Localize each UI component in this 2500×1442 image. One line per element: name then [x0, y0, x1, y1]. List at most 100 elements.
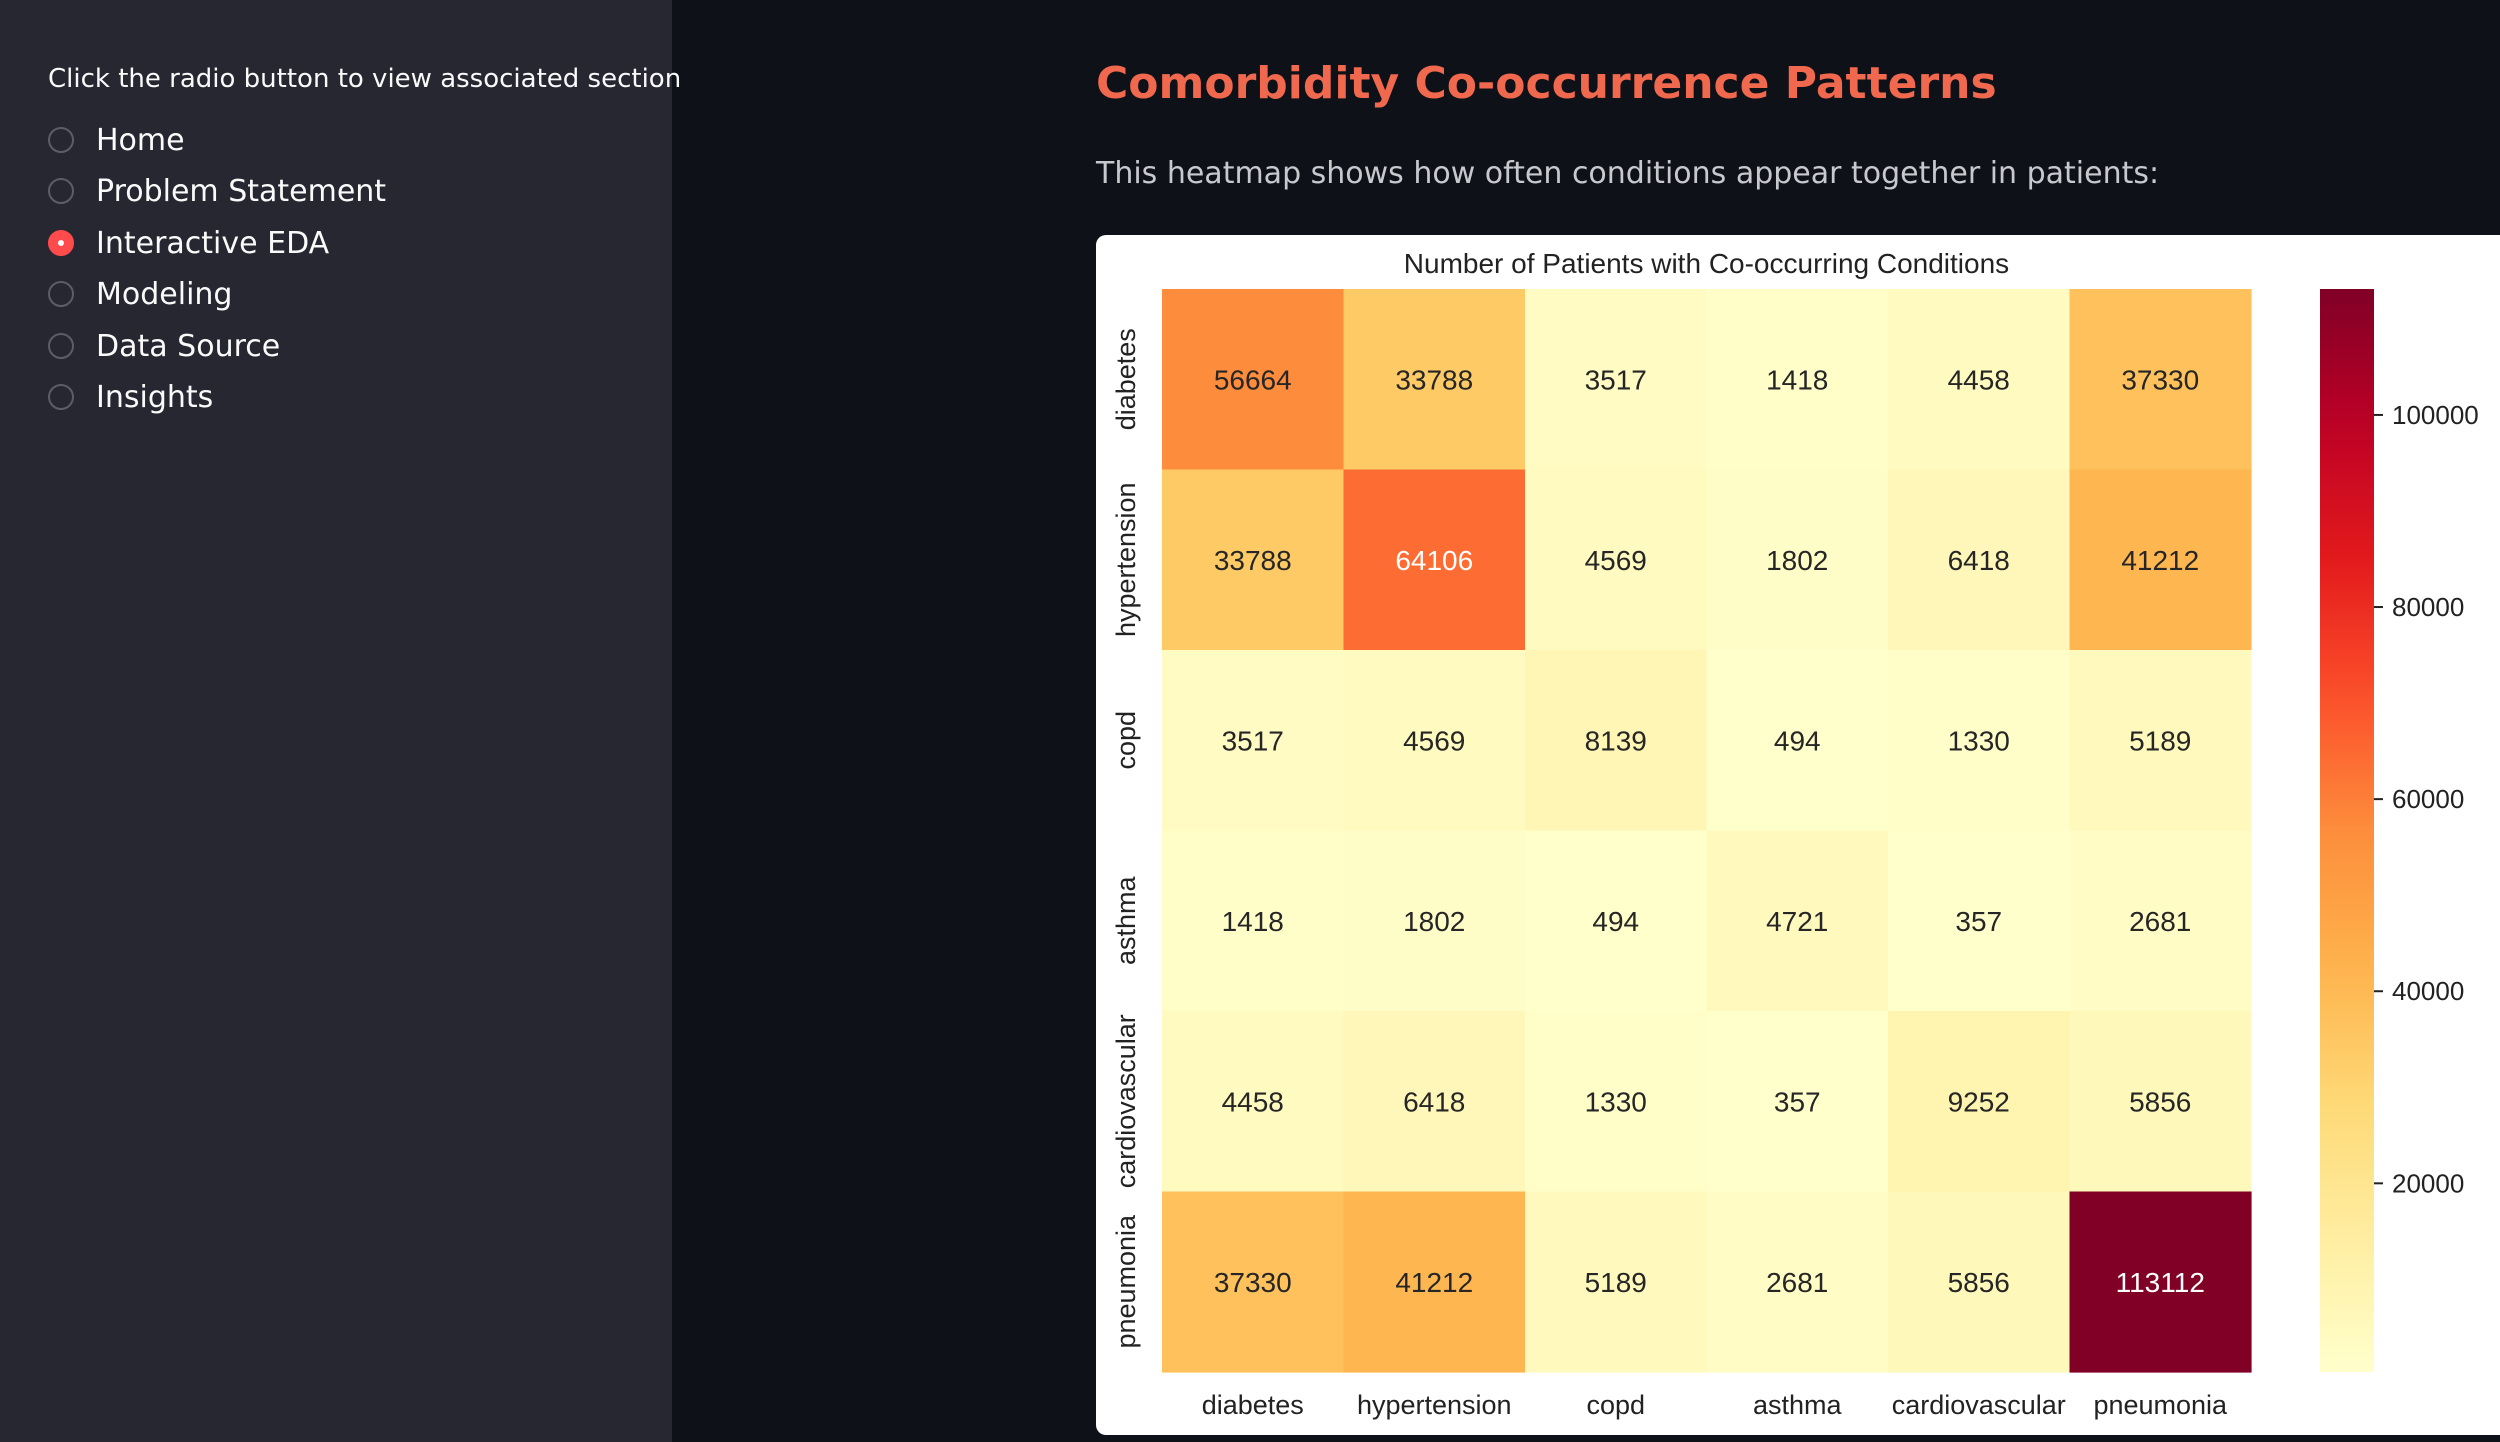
- heatmap-cell-label: 1330: [1948, 725, 2010, 756]
- x-tick-label: pneumonia: [2093, 1390, 2228, 1420]
- radio-insights[interactable]: Insights: [48, 375, 213, 419]
- heatmap-cell-label: 494: [1592, 906, 1639, 937]
- heatmap-cell: [1343, 289, 1526, 471]
- heatmap-cell: [1525, 1011, 1708, 1193]
- radio-data-source[interactable]: Data Source: [48, 324, 280, 368]
- heatmap-cell-label: 4569: [1585, 545, 1647, 576]
- x-tick-label: asthma: [1753, 1390, 1843, 1420]
- heatmap-cell-label: 56664: [1214, 364, 1292, 395]
- heatmap-cell: [1525, 830, 1708, 1012]
- x-tick-label: cardiovascular: [1892, 1390, 2066, 1420]
- colorbar-tick-label: 60000: [2392, 784, 2464, 814]
- colorbar-tick-label: 40000: [2392, 976, 2464, 1006]
- heatmap-cell: [2069, 830, 2252, 1012]
- heatmap-cell: [1706, 289, 1889, 471]
- heatmap-cell-label: 5189: [1585, 1267, 1647, 1298]
- y-tick-label: pneumonia: [1111, 1214, 1141, 1349]
- radio-modeling[interactable]: Modeling: [48, 272, 232, 316]
- heatmap-cell: [1343, 650, 1526, 832]
- heatmap-cell: [1343, 469, 1526, 651]
- radio-interactive-eda[interactable]: Interactive EDA: [48, 221, 329, 265]
- radio-circle-icon[interactable]: [48, 384, 74, 410]
- heatmap-cell: [1706, 1011, 1889, 1193]
- heatmap-cell-label: 5856: [1948, 1267, 2010, 1298]
- heatmap-cell: [1162, 469, 1345, 651]
- heatmap-cell-label: 41212: [2121, 545, 2199, 576]
- radio-label-problem-statement: Problem Statement: [96, 173, 387, 209]
- heatmap-cell-label: 1418: [1222, 906, 1284, 937]
- heatmap-cell-label: 9252: [1948, 1086, 2010, 1117]
- heatmap-cell: [1343, 1191, 1526, 1373]
- heatmap-cell-label: 357: [1955, 906, 2002, 937]
- heatmap-cell-label: 64106: [1395, 545, 1473, 576]
- heatmap-cell-label: 113112: [2116, 1267, 2205, 1298]
- heatmap-cell: [2069, 1011, 2252, 1193]
- heatmap-cell: [1888, 650, 2071, 832]
- chart-title: Number of Patients with Co-occurring Con…: [1404, 248, 2009, 279]
- heatmap-cell: [2069, 469, 2252, 651]
- heatmap-cell-label: 2681: [1766, 1267, 1828, 1298]
- y-tick-label: copd: [1111, 711, 1141, 770]
- y-tick-label: cardiovascular: [1111, 1014, 1141, 1188]
- radio-label-data-source: Data Source: [96, 328, 281, 364]
- radio-circle-icon[interactable]: [48, 333, 74, 359]
- heatmap-cell-label: 6418: [1948, 545, 2010, 576]
- heatmap-cell-label: 41212: [1395, 1267, 1473, 1298]
- radio-circle-icon[interactable]: [48, 281, 74, 307]
- heatmap-cell-label: 6418: [1403, 1086, 1465, 1117]
- heatmap-cell: [2069, 1191, 2252, 1373]
- heatmap-cell: [1888, 1191, 2071, 1373]
- heatmap-cell-label: 8139: [1585, 725, 1647, 756]
- heatmap-cell-label: 357: [1774, 1086, 1821, 1117]
- heatmap-cell: [1525, 289, 1708, 471]
- heatmap-cell: [1162, 650, 1345, 832]
- radio-label-modeling: Modeling: [96, 276, 233, 312]
- heatmap-cell: [1706, 469, 1889, 651]
- sidebar-heading: Click the radio button to view associate…: [48, 64, 682, 94]
- heatmap-cell: [1162, 1011, 1345, 1193]
- heatmap-cell-label: 3517: [1222, 725, 1284, 756]
- heatmap-cell-label: 37330: [1214, 1267, 1292, 1298]
- heatmap-cell-label: 1330: [1585, 1086, 1647, 1117]
- radio-problem-statement[interactable]: Problem Statement: [48, 169, 386, 213]
- radio-selected-icon[interactable]: [48, 230, 74, 256]
- radio-label-home: Home: [96, 122, 185, 158]
- heatmap-cell: [1343, 830, 1526, 1012]
- x-tick-label: copd: [1586, 1390, 1645, 1420]
- heatmap-cell-label: 494: [1774, 725, 1821, 756]
- heatmap-cell-label: 2681: [2129, 906, 2191, 937]
- radio-label-insights: Insights: [96, 379, 214, 415]
- chart-card: Number of Patients with Co-occurring Con…: [1096, 235, 2500, 1435]
- radio-circle-icon[interactable]: [48, 178, 74, 204]
- colorbar-tick-label: 100000: [2392, 400, 2479, 430]
- heatmap-cell-label: 1802: [1403, 906, 1465, 937]
- colorbar-tick-label: 20000: [2392, 1168, 2464, 1198]
- sidebar: Click the radio button to view associate…: [0, 0, 681, 1442]
- colorbar-tick-label: 80000: [2392, 592, 2464, 622]
- heatmap-cell: [1162, 1191, 1345, 1373]
- page-title: Comorbidity Co-occurrence Patterns: [1096, 58, 1997, 109]
- heatmap-cell-label: 1418: [1766, 364, 1828, 395]
- x-tick-label: diabetes: [1202, 1390, 1304, 1420]
- heatmap-cell: [1525, 1191, 1708, 1373]
- heatmap-cell-label: 3517: [1585, 364, 1647, 395]
- radio-circle-icon[interactable]: [48, 127, 74, 153]
- heatmap-cell: [2069, 289, 2252, 471]
- heatmap-cell: [1162, 289, 1345, 471]
- heatmap-cell-label: 4721: [1766, 906, 1828, 937]
- y-tick-label: diabetes: [1111, 328, 1141, 430]
- heatmap-cell: [1706, 830, 1889, 1012]
- heatmap-chart: Number of Patients with Co-occurring Con…: [1111, 248, 2479, 1420]
- heatmap-cell-label: 33788: [1395, 364, 1473, 395]
- heatmap-cell-label: 4569: [1403, 725, 1465, 756]
- heatmap-cell-label: 33788: [1214, 545, 1292, 576]
- radio-label-interactive-eda: Interactive EDA: [96, 225, 330, 261]
- y-tick-label: asthma: [1111, 875, 1141, 965]
- heatmap-cell-label: 37330: [2121, 364, 2199, 395]
- radio-home[interactable]: Home: [48, 118, 185, 162]
- heatmap-cell: [1343, 1011, 1526, 1193]
- heatmap-cell: [1706, 650, 1889, 832]
- heatmap-cell: [1888, 830, 2071, 1012]
- y-tick-label: hypertension: [1111, 482, 1141, 637]
- heatmap-cell-label: 4458: [1222, 1086, 1284, 1117]
